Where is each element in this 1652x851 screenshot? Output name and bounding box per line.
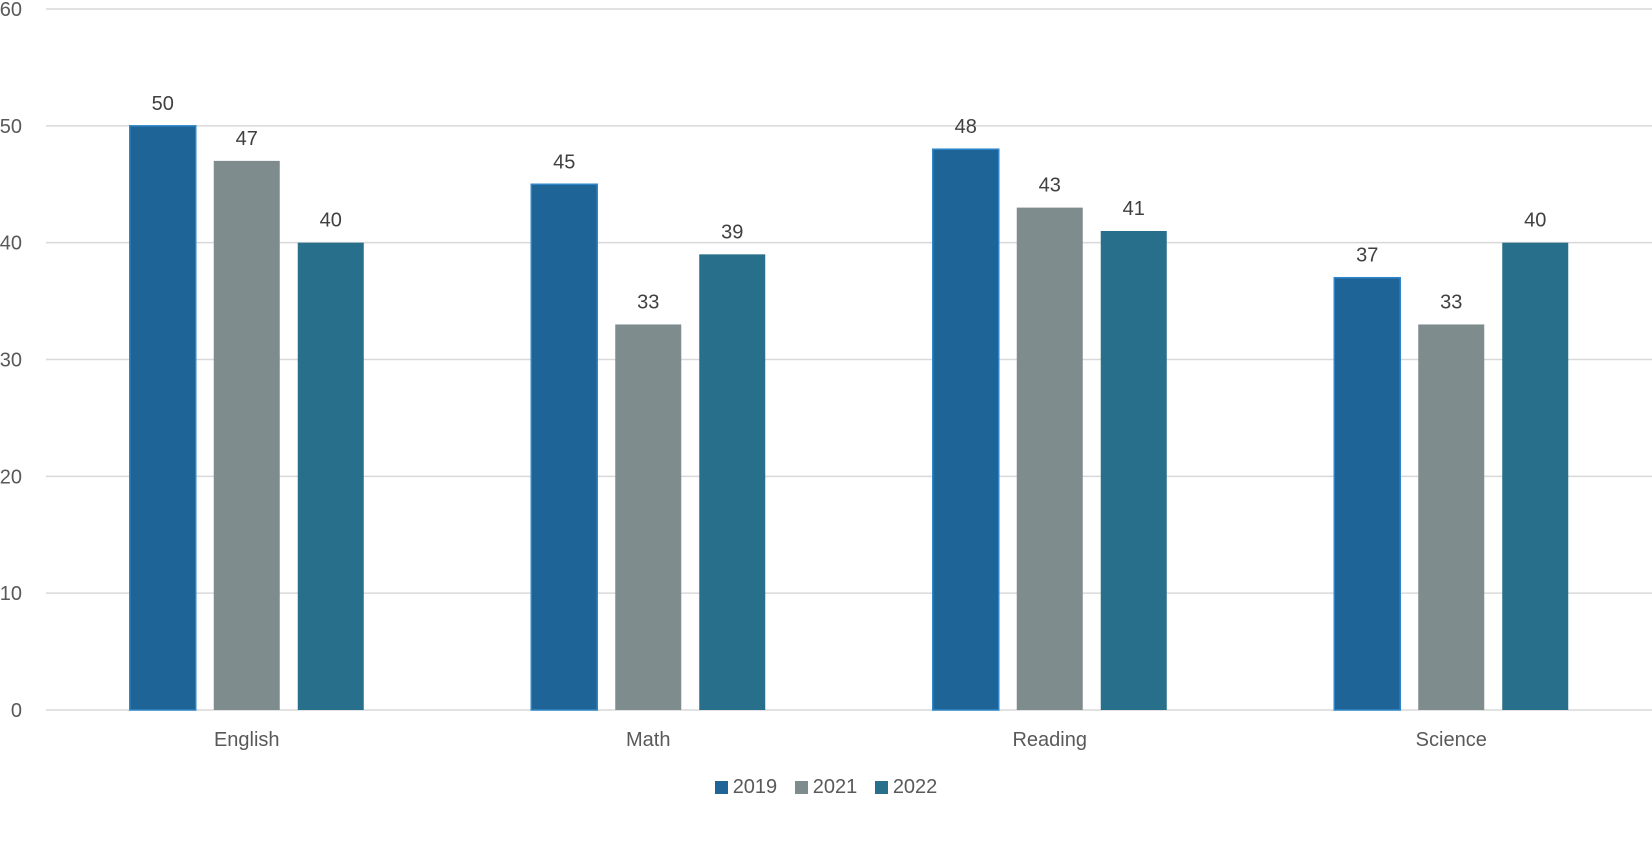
bar-2021-science bbox=[1418, 324, 1485, 710]
legend-item-2021: 2021 bbox=[794, 776, 858, 799]
y-tick-label: 10 bbox=[0, 583, 22, 605]
legend-item-2019: 2019 bbox=[714, 776, 778, 799]
bar-2022-english bbox=[297, 242, 364, 710]
bar-2022-math bbox=[699, 254, 766, 710]
data-labels: 50 47 40 45 33 39 48 43 41 37 33 40 bbox=[152, 93, 1547, 314]
data-label: 50 bbox=[152, 93, 174, 115]
legend-label: 2021 bbox=[812, 776, 858, 798]
y-tick-label: 60 bbox=[0, 0, 22, 21]
data-label: 33 bbox=[637, 291, 659, 313]
category-label-science: Science bbox=[1416, 729, 1487, 751]
bar-2019-reading bbox=[932, 148, 1000, 711]
data-label: 48 bbox=[955, 116, 977, 138]
y-tick-label: 40 bbox=[0, 233, 22, 255]
legend-label: 2019 bbox=[732, 776, 778, 798]
y-axis-tick-labels: 0 10 20 30 40 50 60 bbox=[0, 0, 22, 722]
bar-2022-science bbox=[1502, 242, 1569, 710]
legend-swatch bbox=[714, 781, 728, 794]
data-label: 33 bbox=[1440, 291, 1462, 313]
data-label: 45 bbox=[553, 151, 575, 173]
data-label: 40 bbox=[320, 210, 342, 232]
legend-swatch bbox=[874, 781, 888, 794]
data-label: 41 bbox=[1123, 198, 1145, 220]
data-label: 47 bbox=[236, 128, 258, 150]
bar-2022-reading bbox=[1100, 230, 1167, 710]
category-label-english: English bbox=[214, 729, 280, 751]
legend: 2019 2021 2022 bbox=[0, 776, 1652, 799]
legend-swatch bbox=[794, 781, 808, 794]
bars bbox=[129, 125, 1569, 711]
bar-2019-english bbox=[129, 125, 197, 711]
data-label: 37 bbox=[1356, 245, 1378, 267]
legend-label: 2022 bbox=[892, 776, 938, 798]
bar-2021-english bbox=[213, 160, 280, 711]
data-label: 43 bbox=[1039, 175, 1061, 197]
category-label-reading: Reading bbox=[1012, 729, 1087, 751]
x-axis-category-labels: English Math Reading Science bbox=[214, 729, 1487, 751]
category-label-math: Math bbox=[626, 729, 670, 751]
bar-2019-science bbox=[1333, 276, 1401, 711]
data-label: 40 bbox=[1524, 210, 1546, 232]
bar-2021-reading bbox=[1016, 207, 1083, 710]
y-tick-label: 50 bbox=[0, 116, 22, 138]
y-tick-label: 20 bbox=[0, 466, 22, 488]
data-label: 39 bbox=[721, 221, 743, 243]
legend-item-2022: 2022 bbox=[874, 776, 938, 799]
bar-2021-math bbox=[615, 324, 682, 710]
y-tick-label: 0 bbox=[11, 700, 22, 722]
bar-2019-math bbox=[530, 183, 598, 711]
y-tick-label: 30 bbox=[0, 350, 22, 372]
gridlines bbox=[46, 8, 1652, 711]
